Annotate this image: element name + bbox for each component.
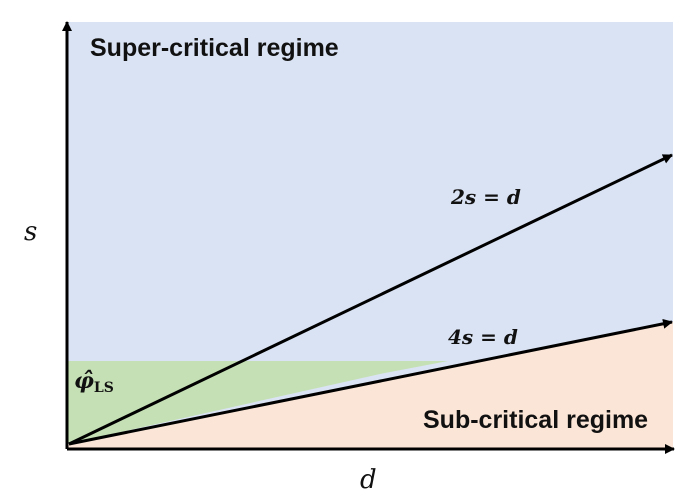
super-critical-label: Super-critical regime	[90, 34, 339, 62]
estimator-symbol: φ̂	[74, 368, 94, 394]
line-2s-d-label: 2s = d	[450, 185, 521, 209]
estimator-subscript: LS	[94, 380, 114, 396]
line-4s-d	[68, 318, 673, 446]
x-axis-label: d	[360, 465, 377, 495]
estimator-region	[67, 361, 448, 444]
estimator-label: φ̂LS	[74, 368, 114, 396]
y-axis-label: s	[24, 217, 37, 247]
line-2s-d	[68, 153, 673, 446]
sub-critical-label: Sub-critical regime	[423, 406, 648, 434]
line-4s-d-label: 4s = d	[448, 325, 518, 349]
